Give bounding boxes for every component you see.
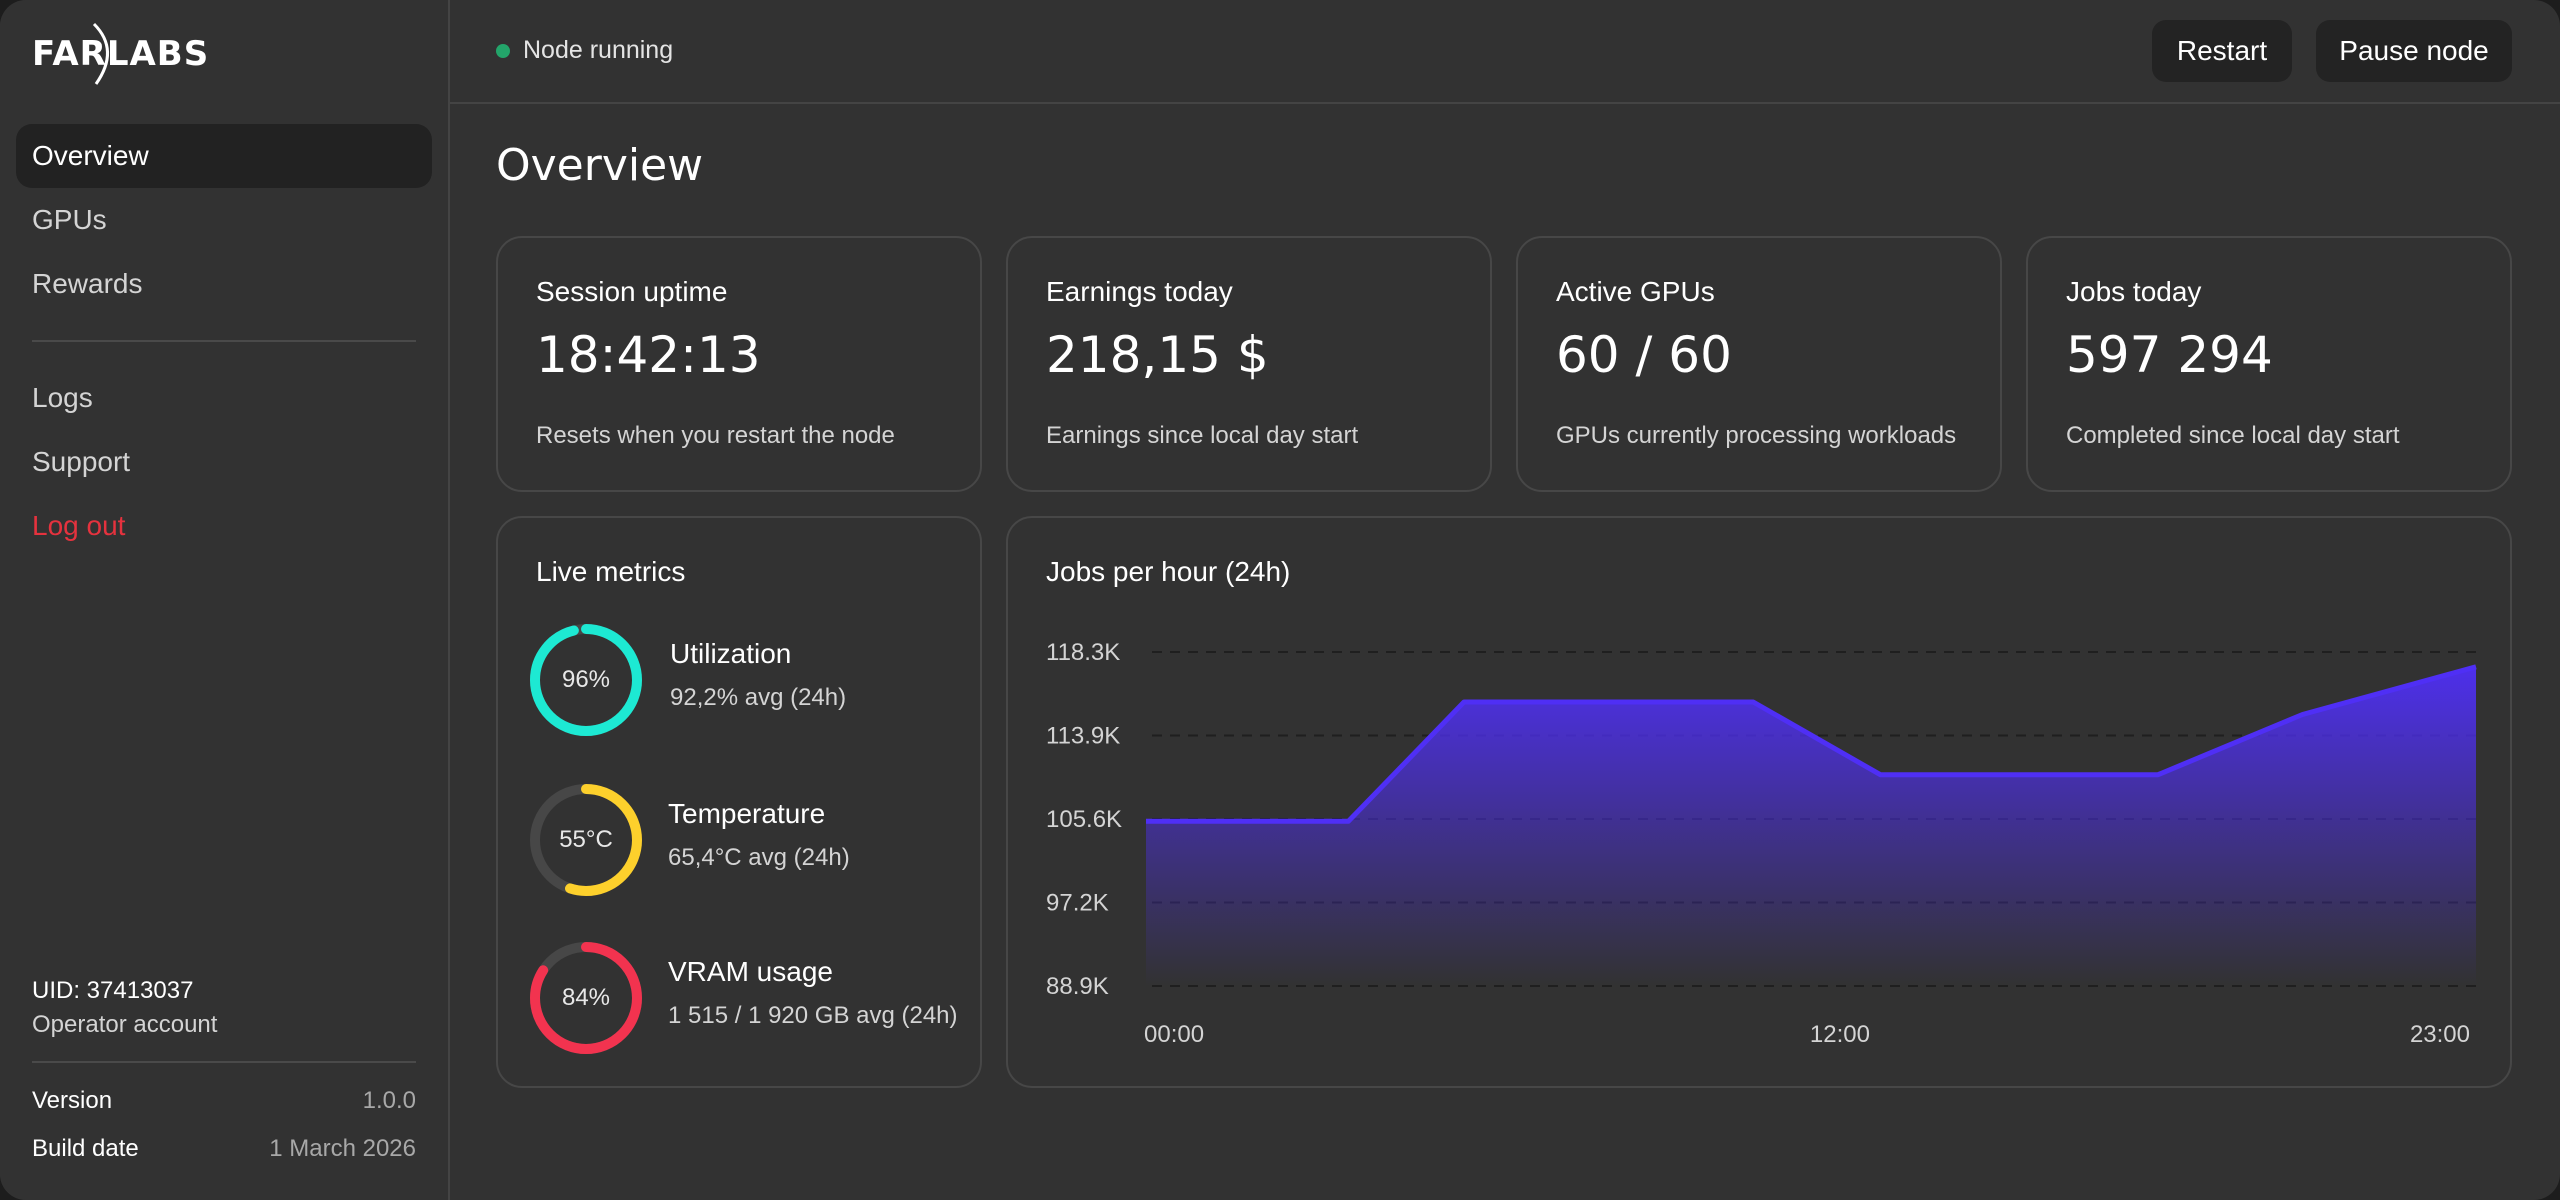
y-tick-label: 88.9K [1046, 973, 1109, 1000]
vram-percent: 84% [561, 984, 611, 1011]
stat-label: Session uptime [536, 276, 728, 307]
temperature-value: 55°C [559, 826, 613, 853]
sidebar-item-logs[interactable]: Logs [32, 382, 93, 413]
metric-name: VRAM usage [668, 956, 833, 987]
x-tick-label: 12:00 [1810, 1021, 1870, 1048]
stat-label: Earnings today [1046, 276, 1233, 307]
metric-utilization: 96% Utilization 92,2% avg (24h) [526, 620, 976, 740]
utilization-percent: 96% [561, 666, 611, 693]
live-metrics-title: Live metrics [536, 556, 686, 587]
brand-wordmark: FARLABS [32, 34, 210, 74]
node-status-text: Node running [523, 36, 674, 64]
build-date-label: Build date [32, 1135, 139, 1162]
chart-area [1146, 666, 2476, 986]
utilization-gauge-icon [530, 624, 642, 736]
account-type: Operator account [32, 1011, 218, 1038]
brand-logo[interactable]: FARLABS [32, 20, 208, 86]
restart-button[interactable]: Restart [2152, 20, 2292, 82]
version-label: Version [32, 1087, 113, 1114]
vram-gauge-icon [530, 942, 642, 1054]
build-date-row: Build date 1 March 2026 [32, 1135, 416, 1163]
sidebar-item-rewards[interactable]: Rewards [32, 268, 143, 299]
page-title: Overview [496, 140, 704, 191]
sidebar-footer-divider [32, 1061, 416, 1063]
metric-average: 65,4°C avg (24h) [668, 844, 850, 871]
metric-average: 1 515 / 1 920 GB avg (24h) [668, 1002, 958, 1029]
stat-description: Resets when you restart the node [536, 422, 895, 449]
jobs-per-hour-chart: 118.3K 113.9K 105.6K 97.2K 88.9K 00:00 12:00 23… [1046, 639, 2477, 1048]
y-tick-label: 113.9K [1046, 723, 1120, 750]
stat-value: 18:42:13 [536, 326, 761, 384]
metric-name: Utilization [670, 638, 792, 669]
sidebar-item-support[interactable]: Support [32, 446, 131, 477]
version-row: Version 1.0.0 [32, 1087, 416, 1115]
stat-label: Active GPUs [1556, 276, 1715, 307]
x-tick-label: 23:00 [2410, 1021, 2470, 1048]
stat-description: Earnings since local day start [1046, 422, 1359, 449]
stat-card-jobs-today: Jobs today 597 294 Completed since local… [2026, 236, 2512, 492]
metric-temperature: 55°C Temperature 65,4°C avg (24h) [526, 780, 976, 900]
sidebar: FARLABS Overview GPUs Rewards Logs Suppo… [0, 0, 450, 1200]
stat-value: 218,15 $ [1046, 326, 1269, 384]
sidebar-nav: Overview GPUs Rewards Logs Support Log o… [16, 124, 432, 558]
y-tick-label: 97.2K [1046, 890, 1109, 917]
metric-name: Temperature [668, 798, 826, 829]
stat-card-earnings-today: Earnings today 218,15 $ Earnings since l… [1006, 236, 1492, 492]
logo-arc-icon [92, 22, 109, 85]
y-tick-label: 118.3K [1046, 639, 1120, 666]
sidebar-item-overview[interactable]: Overview [16, 124, 432, 188]
build-date-value: 1 March 2026 [269, 1135, 416, 1162]
jobs-chart-card: Jobs per hour (24h) 118.3K 113.9K 105.6K 97… [1006, 516, 2512, 1088]
stat-description: Completed since local day start [2066, 422, 2400, 449]
user-uid: UID: 37413037 [32, 977, 194, 1004]
chart-line [1146, 664, 2477, 824]
top-bar: Node running Restart Pause node [450, 0, 2560, 104]
sidebar-divider [32, 340, 416, 342]
sidebar-item-gpus[interactable]: GPUs [32, 204, 107, 235]
node-status: Node running [496, 36, 673, 65]
stat-value: 597 294 [2066, 326, 2273, 384]
stat-card-active-gpus: Active GPUs 60 / 60 GPUs currently proce… [1516, 236, 2002, 492]
metric-average: 92,2% avg (24h) [670, 684, 847, 711]
pause-node-button[interactable]: Pause node [2316, 20, 2512, 82]
chart-title: Jobs per hour (24h) [1046, 556, 1291, 587]
y-tick-label: 105.6K [1046, 806, 1122, 833]
account-info: UID: 37413037 Operator account [32, 974, 217, 1042]
live-metrics-card: Live metrics 96% Utilization 92,2% avg (… [496, 516, 982, 1088]
sidebar-item-logout[interactable]: Log out [32, 510, 126, 541]
status-dot-icon [496, 43, 510, 58]
metric-vram-usage: 84% VRAM usage 1 515 / 1 920 GB avg (24h… [526, 938, 976, 1058]
stat-card-session-uptime: Session uptime 18:42:13 Resets when you … [496, 236, 982, 492]
temperature-gauge-icon [530, 784, 642, 896]
stat-description: GPUs currently processing workloads [1556, 422, 1957, 449]
x-tick-label: 00:00 [1144, 1021, 1204, 1048]
stat-value: 60 / 60 [1556, 326, 1732, 384]
stat-label: Jobs today [2066, 276, 2202, 307]
version-value: 1.0.0 [362, 1087, 416, 1114]
